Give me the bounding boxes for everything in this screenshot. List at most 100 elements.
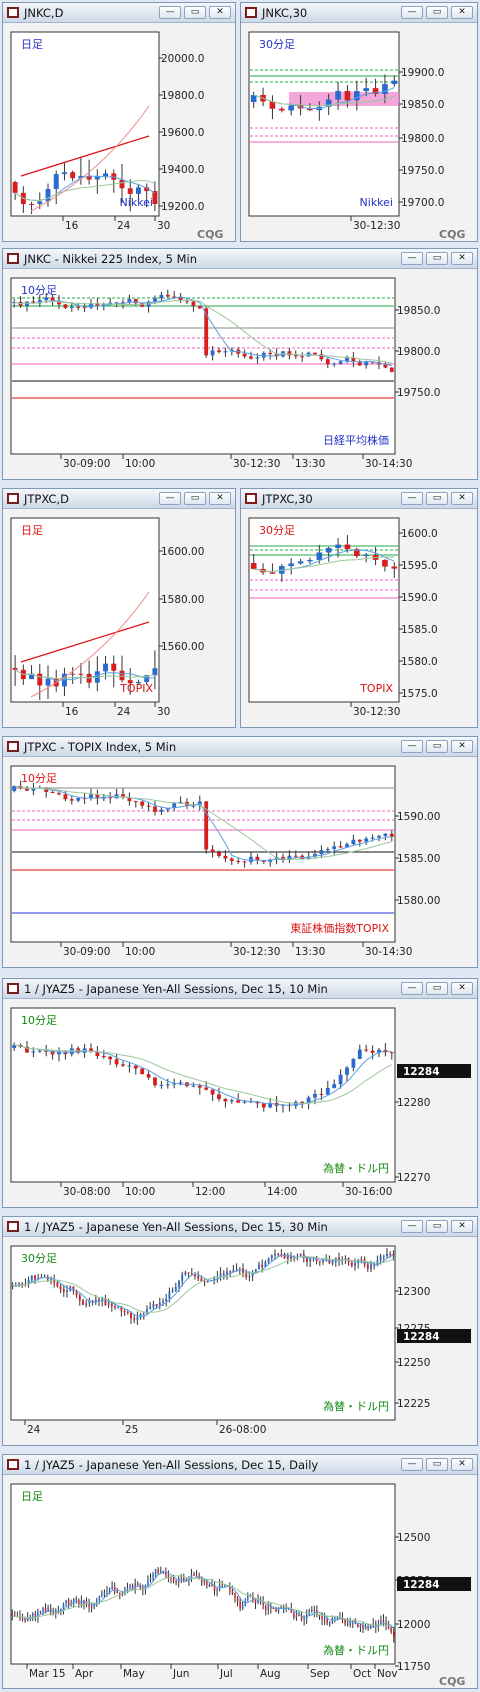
close-button[interactable]: ✕ [451,1458,473,1471]
candle-body [372,88,379,94]
title-bar[interactable]: 1 / JYAZ5 - Japanese Yen-All Sessions, D… [3,979,477,999]
candle-body [136,1317,139,1320]
candle-body [167,1574,170,1578]
candle-body [89,1048,93,1052]
candle-body [95,794,100,799]
y-tick-label: 19750.0 [401,165,444,177]
price-chart[interactable]: 19850.0 19800.0 19750.0 30-09:00 10:00 30-12:… [3,268,477,479]
minimize-button[interactable]: — [401,6,423,19]
close-button[interactable]: ✕ [451,6,473,19]
minimize-button[interactable]: — [159,6,181,19]
candle-body [29,204,35,205]
maximize-button[interactable]: ▭ [426,1458,448,1471]
title-bar[interactable]: JNKC,D — ▭ ✕ [3,3,235,23]
window-jnkc-30min[interactable]: JNKC,30 — ▭ ✕ 19900.0 19850.0 19800.0 19750… [240,2,478,242]
candle-body [264,1605,267,1611]
maximize-button[interactable]: ▭ [426,982,448,995]
title-bar[interactable]: JNKC,30 — ▭ ✕ [241,3,477,23]
chart-area[interactable]: 20000.0 19800.0 19600.0 19400.0 19200.0 16 24 3… [3,22,235,241]
chart-area[interactable]: 19850.0 19800.0 19750.0 30-09:00 10:00 30-12:… [3,268,477,479]
candle-body [94,1299,97,1303]
y-tick-label: 1585.00 [397,853,440,865]
maximize-button[interactable]: ▭ [184,492,206,505]
minimize-button[interactable]: — [159,492,181,505]
chart-area[interactable]: 19900.0 19850.0 19800.0 19750.0 19700.0 30-12… [241,22,477,241]
chart-area[interactable]: 1590.00 1585.00 1580.00 30-09:00 10:00 30-12:… [3,756,477,967]
window-jyaz5-30min[interactable]: 1 / JYAZ5 - Japanese Yen-All Sessions, D… [2,1216,478,1446]
chart-area[interactable]: 1600.00 1580.00 1560.00 16 24 30 日足 TOPIX [3,508,235,727]
chart-area[interactable]: 12280 12270 30-08:00 10:00 12:00 14:00 30-16:0… [3,998,477,1207]
minimize-button[interactable]: — [401,492,423,505]
minimize-button[interactable]: — [401,1458,423,1471]
price-chart[interactable]: 12300122751225012225242526-08:001228430分… [3,1236,477,1445]
candle-body [386,1254,388,1257]
minimize-button[interactable]: — [401,740,423,753]
last-price-label: 12284 [403,1331,440,1343]
candle-body [349,1622,351,1625]
chart-area[interactable]: 12300122751225012225242526-08:001228430分… [3,1236,477,1445]
plot-background [10,1483,396,1665]
y-tick-label: 19750.0 [397,387,440,399]
candle-body [133,1318,136,1320]
candle-body [332,1084,337,1089]
window-jyaz5-daily[interactable]: 1 / JYAZ5 - Japanese Yen-All Sessions, D… [2,1454,478,1689]
window-topix-5min[interactable]: JTPXC - TOPIX Index, 5 Min — ▭ ✕ 1590.00… [2,736,478,968]
price-chart[interactable]: 1600.00 1580.00 1560.00 16 24 30 日足 TOPIX [3,508,235,727]
close-button[interactable]: ✕ [451,982,473,995]
title-bar[interactable]: JTPXC,30 — ▭ ✕ [241,489,477,509]
candle-body [242,861,247,863]
minimize-button[interactable]: — [401,252,423,265]
close-button[interactable]: ✕ [209,492,231,505]
maximize-button[interactable]: ▭ [426,740,448,753]
candle-body [121,1064,125,1066]
close-button[interactable]: ✕ [451,740,473,753]
price-chart[interactable]: 1600.0 1595.0 1590.0 1585.0 1580.0 1575.030-1… [241,508,477,727]
chart-area[interactable]: 1600.0 1595.0 1590.0 1585.0 1580.0 1575.0 30-1… [241,508,477,727]
window-nikkei-5min[interactable]: JNKC - Nikkei 225 Index, 5 Min — ▭ ✕ 198… [2,248,478,480]
title-bar[interactable]: JTPXC,D — ▭ ✕ [3,489,235,509]
maximize-button[interactable]: ▭ [426,492,448,505]
candle-body [31,1051,36,1053]
close-button[interactable]: ✕ [451,252,473,265]
candle-body [45,678,51,686]
minimize-button[interactable]: — [401,982,423,995]
chart-area[interactable]: 12500122501200011750Mar 15AprMayJunJulAu… [3,1474,477,1688]
candle-body [269,572,276,574]
maximize-button[interactable]: ▭ [426,6,448,19]
candle-body [208,1584,211,1586]
price-chart[interactable]: 12500122501200011750Mar 15AprMayJunJulAu… [3,1474,477,1688]
minimize-button[interactable]: — [401,1220,423,1233]
candle-body [53,174,59,189]
price-chart[interactable]: 20000.0 19800.0 19600.0 19400.0 19200.0 16 24 3… [3,22,235,241]
title-bar[interactable]: 1 / JYAZ5 - Japanese Yen-All Sessions, D… [3,1455,477,1475]
candle-body [191,301,196,306]
window-title: JTPXC,30 [262,492,313,506]
window-jyaz5-10min[interactable]: 1 / JYAZ5 - Japanese Yen-All Sessions, D… [2,978,478,1208]
candle-body [63,304,68,308]
close-button[interactable]: ✕ [209,6,231,19]
maximize-button[interactable]: ▭ [184,6,206,19]
price-chart[interactable]: 12280 12270 30-08:00 10:00 12:00 14:00 30-16:0… [3,998,477,1207]
close-button[interactable]: ✕ [451,1220,473,1233]
candle-body [382,1620,385,1623]
x-tick-label: 14:00 [267,1186,297,1198]
candle-body [31,301,36,304]
candle-body [236,1597,239,1602]
window-jtpxc-daily[interactable]: JTPXC,D — ▭ ✕ 1600.00 1580.00 1560.00 16 24 3… [2,488,236,728]
price-chart[interactable]: 19900.0 19850.0 19800.0 19750.0 19700.030-12… [241,22,477,241]
title-bar[interactable]: 1 / JYAZ5 - Japanese Yen-All Sessions, D… [3,1217,477,1237]
maximize-button[interactable]: ▭ [426,252,448,265]
window-jnkc-daily[interactable]: JNKC,D — ▭ ✕ 20000.0 19800.0 19600.0 19400.… [2,2,236,242]
candle-body [91,1300,94,1303]
y-tick-label: 1580.00 [397,895,440,907]
maximize-button[interactable]: ▭ [426,1220,448,1233]
close-button[interactable]: ✕ [451,492,473,505]
title-bar[interactable]: JNKC - Nikkei 225 Index, 5 Min — ▭ ✕ [3,249,477,269]
candle-body [95,1051,100,1057]
price-chart[interactable]: 1590.00 1585.00 1580.00 30-09:00 10:00 30-12:… [3,756,477,967]
window-jtpxc-30min[interactable]: JTPXC,30 — ▭ ✕ 1600.0 1595.0 1590.0 1585.0 1… [240,488,478,728]
timeframe-label: 日足 [21,1490,43,1503]
title-bar[interactable]: JTPXC - TOPIX Index, 5 Min — ▭ ✕ [3,737,477,757]
candle-body [114,1306,116,1308]
y-tick-label: 19850.0 [401,99,444,111]
